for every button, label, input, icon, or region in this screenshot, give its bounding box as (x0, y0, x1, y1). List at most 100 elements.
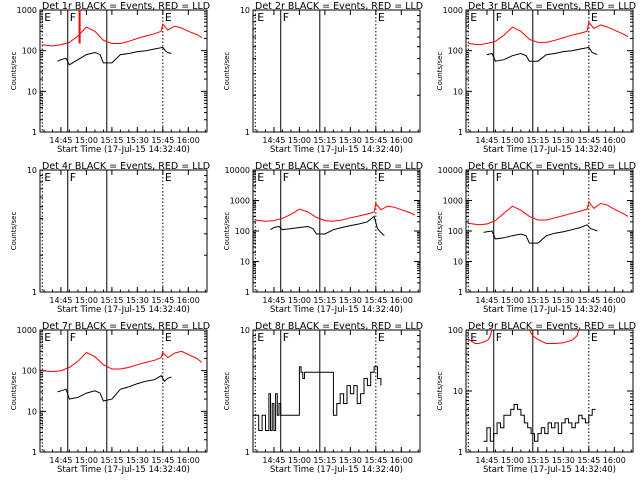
x-tick-label: 16:00 (177, 136, 200, 145)
x-tick-label: 15:30 (126, 136, 149, 145)
x-tick-label: 15:30 (126, 456, 149, 465)
panel-title: Det 9r BLACK = Events, RED = LLD (468, 321, 636, 332)
y-tick-label: 10 (453, 258, 463, 267)
marker-label: F (283, 171, 289, 184)
y-tick-label: 1 (245, 448, 250, 457)
y-axis-label: Counts/sec (223, 372, 231, 411)
y-axis-label: Counts/sec (436, 372, 444, 411)
panel-det-6: Det 6r BLACK = Events, RED = LLD 1 10 100 10… (436, 161, 636, 315)
marker-label: F (496, 11, 502, 24)
y-tick-label: 100 (235, 227, 250, 236)
panel-det-3: Det 3r BLACK = Events, RED = LLD 1 10 100 10… (436, 1, 636, 155)
y-tick-label: 1 (245, 128, 250, 137)
lld-series-line (468, 200, 629, 226)
panel-title: Det 6r BLACK = Events, RED = LLD (468, 161, 636, 172)
x-tick-label: 15:45 (151, 296, 174, 305)
x-tick-label: 15:30 (339, 296, 362, 305)
y-axis-label: Counts/sec (10, 52, 18, 91)
marker-label: E (378, 331, 385, 344)
marker-label: F (283, 331, 289, 344)
panel-title: Det 3r BLACK = Events, RED = LLD (468, 1, 636, 12)
marker-label: E (470, 331, 477, 344)
y-tick-label: 1000 (443, 197, 463, 206)
x-axis-label: Start Time (17-Jul-15 14:32:40) (57, 465, 190, 475)
x-tick-label: 14:45 (475, 456, 498, 465)
x-axis-label: Start Time (17-Jul-15 14:32:40) (270, 305, 403, 315)
x-tick-label: 14:45 (49, 456, 72, 465)
x-tick-label: 15:30 (552, 136, 575, 145)
marker-label: E (378, 11, 385, 24)
panel-det-8: Det 8r BLACK = Events, RED = LLD 1 10 14:45… (223, 321, 423, 475)
lld-series-line (468, 330, 493, 344)
events-series-line (486, 46, 598, 62)
x-tick-label: 15:00 (501, 456, 524, 465)
x-tick-label: 15:00 (288, 296, 311, 305)
y-tick-label: 100 (448, 227, 463, 236)
x-tick-label: 14:45 (49, 296, 72, 305)
x-axis-label: Start Time (17-Jul-15 14:32:40) (483, 145, 616, 155)
marker-label: E (470, 171, 477, 184)
y-tick-label: 10 (453, 87, 463, 96)
x-tick-label: 14:45 (49, 136, 72, 145)
y-tick-label: 1000 (17, 326, 37, 335)
plot-frame (252, 9, 421, 133)
marker-label: E (44, 331, 51, 344)
x-axis-label: Start Time (17-Jul-15 14:32:40) (57, 305, 190, 315)
y-axis-label: Counts/sec (10, 372, 18, 411)
panel-title: Det 5r BLACK = Events, RED = LLD (255, 161, 423, 172)
marker-label: E (165, 171, 172, 184)
y-tick-label: 10000 (438, 166, 463, 175)
plot-frame (39, 9, 208, 133)
x-tick-label: 15:15 (526, 296, 549, 305)
y-tick-label: 1 (458, 448, 463, 457)
y-tick-label: 1 (245, 288, 250, 297)
x-axis-label: Start Time (17-Jul-15 14:32:40) (270, 465, 403, 475)
y-tick-label: 1 (458, 128, 463, 137)
x-tick-label: 15:00 (501, 136, 524, 145)
y-tick-label: 1000 (17, 6, 37, 15)
marker-label: E (591, 11, 598, 24)
marker-label: F (70, 171, 76, 184)
plot-frame (465, 9, 634, 133)
events-series-line (270, 215, 385, 237)
x-tick-label: 15:45 (364, 456, 387, 465)
x-tick-label: 15:45 (151, 136, 174, 145)
marker-label: E (44, 171, 51, 184)
y-tick-label: 10 (240, 258, 250, 267)
panel-title: Det 7r BLACK = Events, RED = LLD (42, 321, 210, 332)
y-axis-label: Counts/sec (436, 212, 444, 251)
y-tick-label: 10 (27, 407, 37, 416)
x-tick-label: 15:15 (100, 136, 123, 145)
events-series-line (483, 224, 598, 244)
x-axis-label: Start Time (17-Jul-15 14:32:40) (483, 465, 616, 475)
x-tick-label: 15:15 (100, 296, 123, 305)
plot-frame (252, 329, 421, 453)
y-tick-label: 100 (22, 47, 37, 56)
marker-label: E (470, 11, 477, 24)
x-tick-label: 15:30 (552, 296, 575, 305)
marker-label: E (591, 171, 598, 184)
x-tick-label: 15:00 (75, 296, 98, 305)
panel-det-1: Det 1r BLACK = Events, RED = LLD 1 10 100 10… (10, 1, 210, 155)
x-tick-label: 16:00 (390, 296, 413, 305)
panel-title: Det 4r BLACK = Events, RED = LLD (42, 161, 210, 172)
plot-frame (252, 169, 421, 293)
lld-series-line (528, 330, 580, 344)
x-tick-label: 15:30 (126, 296, 149, 305)
x-axis-label: Start Time (17-Jul-15 14:32:40) (57, 145, 190, 155)
lld-series-line (42, 23, 203, 47)
marker-label: E (165, 11, 172, 24)
events-series-line (57, 375, 172, 402)
x-tick-label: 15:15 (313, 136, 336, 145)
y-axis-label: Counts/sec (223, 212, 231, 251)
y-tick-label: 1 (32, 448, 37, 457)
x-tick-label: 15:45 (577, 136, 600, 145)
x-tick-label: 14:45 (262, 136, 285, 145)
events-series-line (483, 404, 596, 442)
x-tick-label: 15:30 (339, 456, 362, 465)
marker-label: E (591, 331, 598, 344)
x-tick-label: 15:00 (75, 456, 98, 465)
x-tick-label: 15:00 (288, 456, 311, 465)
panel-title: Det 1r BLACK = Events, RED = LLD (42, 1, 210, 12)
